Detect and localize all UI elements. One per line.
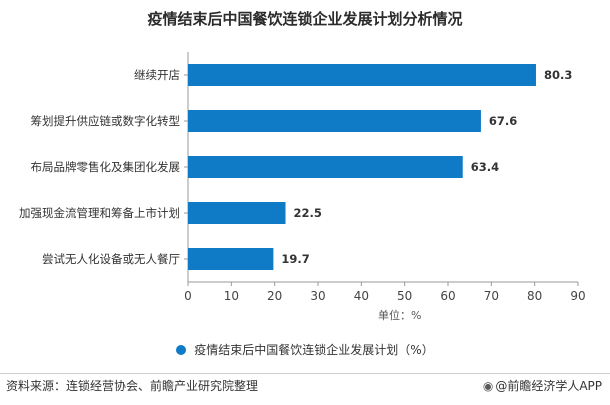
bar (188, 202, 286, 224)
source-note: 资料来源：连锁经营协会、前瞻产业研究院整理 (6, 379, 259, 393)
x-tick-label: 70 (484, 289, 499, 303)
bar (188, 110, 481, 132)
brand-credit: ◉ @前瞻经济学人APP (483, 377, 602, 394)
category-label: 加强现金流管理和筹备上市计划 (19, 206, 180, 220)
x-tick-label: 60 (440, 289, 455, 303)
axis-unit-label: 单位：% (378, 309, 422, 322)
camera-icon: ◉ (482, 379, 494, 393)
footer-divider (0, 373, 610, 374)
category-label: 筹划提升供应链或数字化转型 (31, 114, 181, 128)
x-tick-label: 30 (310, 289, 325, 303)
value-label: 22.5 (294, 206, 322, 220)
bar (188, 156, 463, 178)
x-tick-label: 40 (354, 289, 369, 303)
category-label: 布局品牌零售化及集团化发展 (31, 160, 181, 174)
bar (188, 248, 274, 270)
x-tick-label: 50 (397, 289, 412, 303)
chart-title: 疫情结束后中国餐饮连锁企业发展计划分析情况 (147, 10, 463, 28)
x-tick-label: 10 (224, 289, 239, 303)
value-label: 63.4 (471, 160, 499, 174)
brand-label: @前瞻经济学人APP (495, 379, 602, 393)
legend-swatch (176, 345, 187, 355)
legend-label: 疫情结束后中国餐饮连锁企业发展计划（%） (194, 343, 434, 357)
category-label: 尝试无人化设备或无人餐厅 (42, 252, 180, 266)
legend: 疫情结束后中国餐饮连锁企业发展计划（%） (0, 341, 610, 358)
bar-chart: 0 10 20 30 40 50 60 70 80 90 继续开店 80.3 筹划提升供应链或数字化转型… (19, 52, 586, 303)
value-label: 80.3 (544, 68, 572, 82)
x-tick-label: 90 (570, 289, 585, 303)
x-tick-label: 80 (527, 289, 542, 303)
value-label: 67.6 (489, 114, 517, 128)
value-label: 19.7 (281, 252, 309, 266)
x-tick-label: 0 (184, 289, 192, 303)
category-label: 继续开店 (134, 68, 180, 82)
bar (188, 64, 536, 86)
x-tick-label: 20 (267, 289, 282, 303)
